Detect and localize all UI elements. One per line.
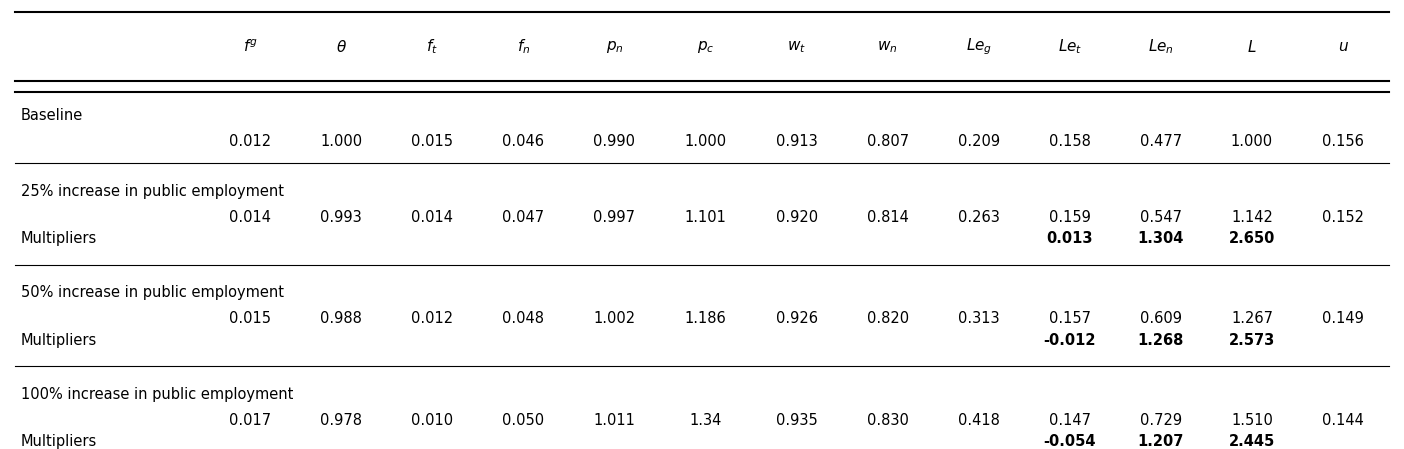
Text: 0.993: 0.993 (320, 210, 362, 225)
Text: $w_n$: $w_n$ (878, 39, 899, 55)
Text: 1.002: 1.002 (594, 311, 636, 326)
Text: 2.445: 2.445 (1228, 434, 1275, 449)
Text: 0.156: 0.156 (1323, 134, 1365, 149)
Text: -0.012: -0.012 (1043, 333, 1097, 348)
Text: 0.010: 0.010 (411, 413, 453, 428)
Text: 0.014: 0.014 (411, 210, 453, 225)
Text: 1.304: 1.304 (1137, 231, 1184, 247)
Text: 0.830: 0.830 (866, 413, 908, 428)
Text: Multipliers: Multipliers (21, 434, 97, 449)
Text: 100% increase in public employment: 100% increase in public employment (21, 387, 293, 402)
Text: 0.013: 0.013 (1046, 231, 1094, 247)
Text: Baseline: Baseline (21, 108, 83, 123)
Text: 0.997: 0.997 (594, 210, 636, 225)
Text: 1.142: 1.142 (1231, 210, 1273, 225)
Text: 25% increase in public employment: 25% increase in public employment (21, 184, 284, 199)
Text: 0.913: 0.913 (775, 134, 817, 149)
Text: $Le_n$: $Le_n$ (1148, 37, 1174, 56)
Text: 0.014: 0.014 (229, 210, 271, 225)
Text: Multipliers: Multipliers (21, 231, 97, 247)
Text: 0.015: 0.015 (411, 134, 453, 149)
Text: 1.011: 1.011 (594, 413, 636, 428)
Text: 1.000: 1.000 (320, 134, 362, 149)
Text: 0.935: 0.935 (775, 413, 817, 428)
Text: 0.050: 0.050 (503, 413, 545, 428)
Text: $\theta$: $\theta$ (336, 39, 347, 55)
Text: 0.147: 0.147 (1049, 413, 1091, 428)
Text: 0.144: 0.144 (1323, 413, 1365, 428)
Text: 0.158: 0.158 (1049, 134, 1091, 149)
Text: $Le_g$: $Le_g$ (966, 36, 991, 57)
Text: 0.313: 0.313 (958, 311, 1000, 326)
Text: 0.149: 0.149 (1323, 311, 1365, 326)
Text: 0.820: 0.820 (866, 311, 908, 326)
Text: 50% increase in public employment: 50% increase in public employment (21, 286, 284, 300)
Text: $f^g$: $f^g$ (243, 39, 257, 55)
Text: 0.418: 0.418 (958, 413, 1000, 428)
Text: 0.047: 0.047 (503, 210, 545, 225)
Text: 1.207: 1.207 (1137, 434, 1184, 449)
Text: Multipliers: Multipliers (21, 333, 97, 348)
Text: 0.012: 0.012 (411, 311, 453, 326)
Text: 1.268: 1.268 (1137, 333, 1184, 348)
Text: 1.000: 1.000 (1231, 134, 1273, 149)
Text: 0.547: 0.547 (1140, 210, 1182, 225)
Text: $p_c$: $p_c$ (696, 39, 715, 55)
Text: $L$: $L$ (1247, 39, 1257, 55)
Text: 0.729: 0.729 (1140, 413, 1182, 428)
Text: 0.814: 0.814 (866, 210, 908, 225)
Text: 0.017: 0.017 (229, 413, 271, 428)
Text: $p_n$: $p_n$ (605, 39, 623, 55)
Text: 0.209: 0.209 (958, 134, 1000, 149)
Text: 0.152: 0.152 (1323, 210, 1365, 225)
Text: $w_t$: $w_t$ (788, 39, 806, 55)
Text: 1.510: 1.510 (1231, 413, 1273, 428)
Text: 1.34: 1.34 (689, 413, 722, 428)
Text: -0.054: -0.054 (1043, 434, 1097, 449)
Text: 0.807: 0.807 (866, 134, 908, 149)
Text: 0.978: 0.978 (320, 413, 362, 428)
Text: 0.015: 0.015 (229, 311, 271, 326)
Text: $u$: $u$ (1338, 39, 1349, 54)
Text: 1.186: 1.186 (685, 311, 726, 326)
Text: 2.573: 2.573 (1228, 333, 1275, 348)
Text: 0.926: 0.926 (775, 311, 817, 326)
Text: $f_n$: $f_n$ (517, 37, 531, 56)
Text: 0.988: 0.988 (320, 311, 362, 326)
Text: 1.000: 1.000 (684, 134, 726, 149)
Text: 0.477: 0.477 (1140, 134, 1182, 149)
Text: 2.650: 2.650 (1228, 231, 1275, 247)
Text: 0.012: 0.012 (229, 134, 271, 149)
Text: 0.609: 0.609 (1140, 311, 1182, 326)
Text: 0.263: 0.263 (958, 210, 1000, 225)
Text: $f_t$: $f_t$ (427, 37, 438, 56)
Text: $Le_t$: $Le_t$ (1057, 37, 1082, 56)
Text: 0.990: 0.990 (594, 134, 636, 149)
Text: 0.046: 0.046 (503, 134, 545, 149)
Text: 0.159: 0.159 (1049, 210, 1091, 225)
Text: 0.920: 0.920 (775, 210, 817, 225)
Text: 1.101: 1.101 (685, 210, 726, 225)
Text: 1.267: 1.267 (1231, 311, 1273, 326)
Text: 0.157: 0.157 (1049, 311, 1091, 326)
Text: 0.048: 0.048 (503, 311, 545, 326)
